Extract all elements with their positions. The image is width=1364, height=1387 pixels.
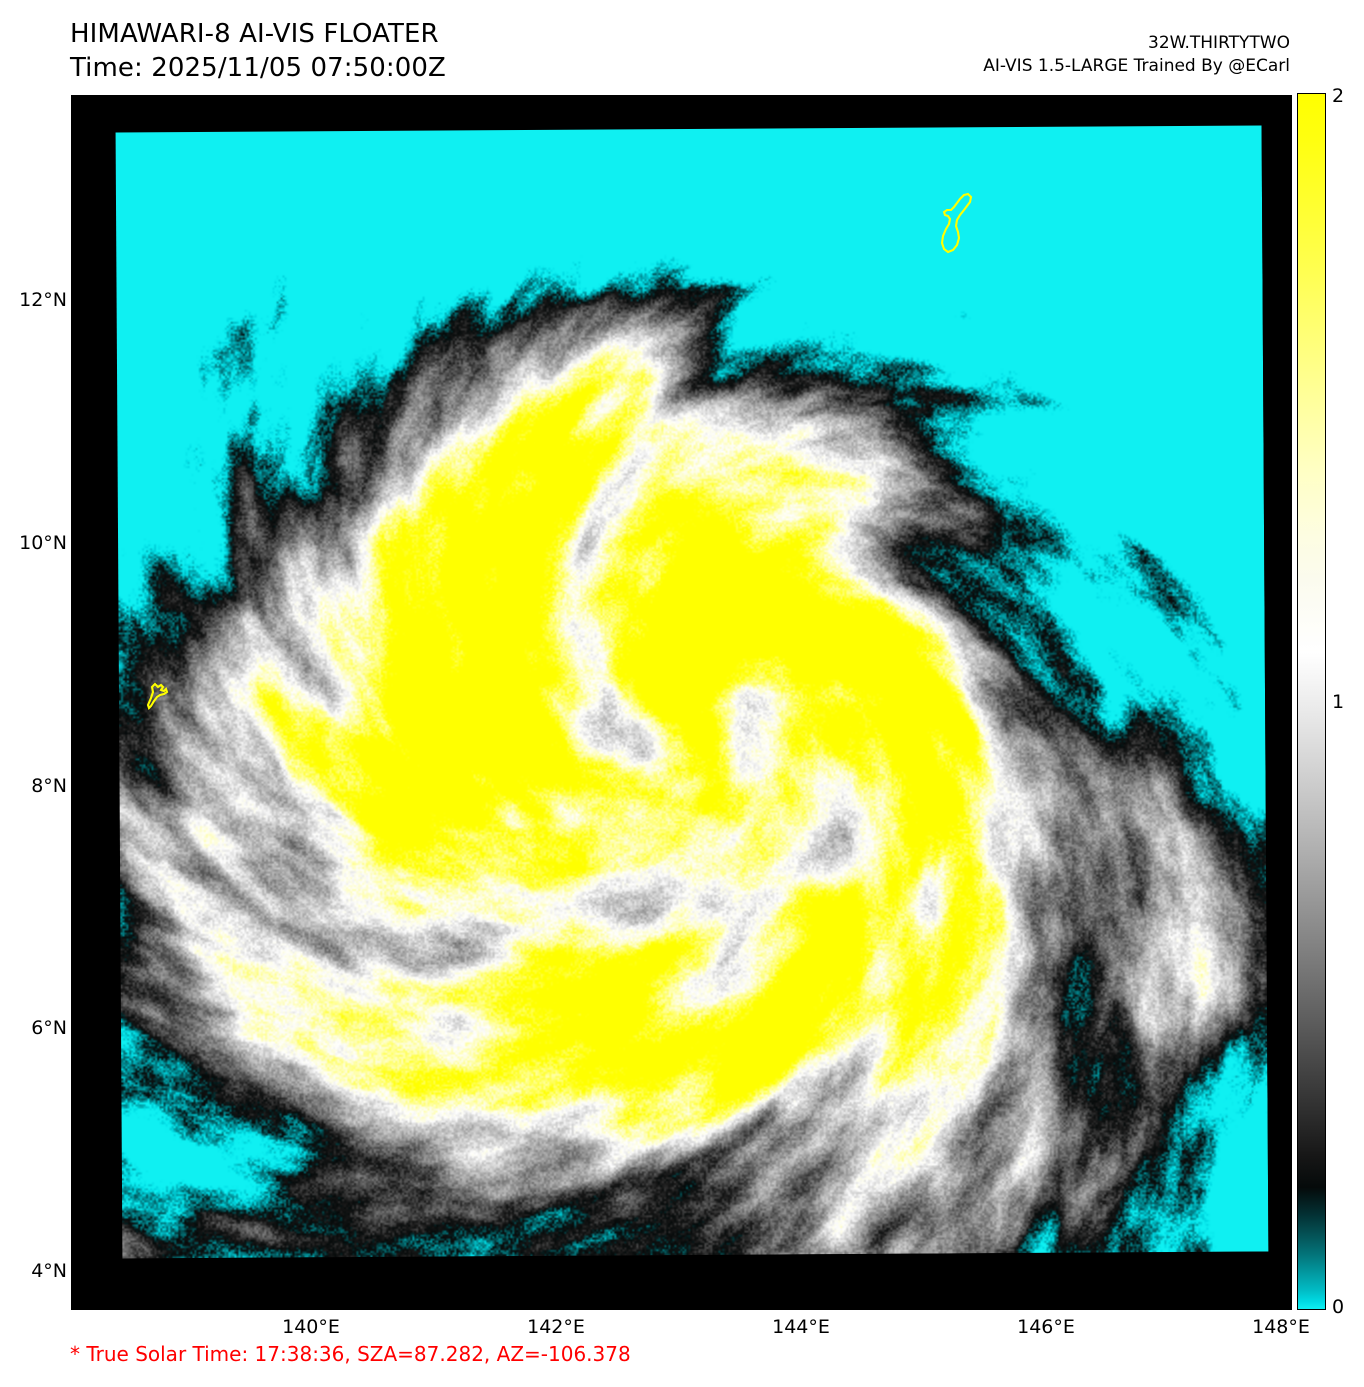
colorbar-tick-label: 2 [1332, 85, 1345, 107]
page-title: HIMAWARI-8 AI-VIS FLOATER [70, 19, 439, 49]
satellite-raster [115, 125, 1269, 1259]
timestamp-label: Time: 2025/11/05 07:50:00Z [70, 52, 446, 83]
lon-tick-label: 142°E [527, 1316, 585, 1338]
satellite-image [115, 125, 1269, 1259]
lat-tick-label: 4°N [31, 1260, 67, 1282]
lon-tick-label: 144°E [772, 1316, 830, 1338]
storm-id-label: 32W.THIRTYTWO [1148, 33, 1290, 53]
colorbar-tick-label: 0 [1332, 1296, 1345, 1318]
lat-tick-label: 8°N [31, 775, 67, 797]
lon-tick-label: 148°E [1252, 1316, 1310, 1338]
solar-time-note: * True Solar Time: 17:38:36, SZA=87.282,… [70, 1342, 631, 1366]
lat-tick-label: 6°N [31, 1017, 67, 1039]
lat-tick-label: 10°N [19, 532, 67, 554]
lat-tick-label: 12°N [19, 289, 67, 311]
header-left-block: HIMAWARI-8 AI-VIS FLOATER Time: 2025/11/… [70, 18, 446, 86]
lon-tick-label: 140°E [282, 1316, 340, 1338]
colorbar-tick-label: 1 [1332, 691, 1345, 713]
satellite-plot-frame: Copyright © 2020-2025 Dapiya [71, 95, 1292, 1310]
lon-tick-label: 146°E [1017, 1316, 1075, 1338]
colorbar-gradient [1297, 93, 1326, 1310]
header-right-block: 32W.THIRTYTWO AI-VIS 1.5-LARGE Trained B… [983, 32, 1290, 78]
model-credit-label: AI-VIS 1.5-LARGE Trained By @ECarl [983, 55, 1290, 76]
